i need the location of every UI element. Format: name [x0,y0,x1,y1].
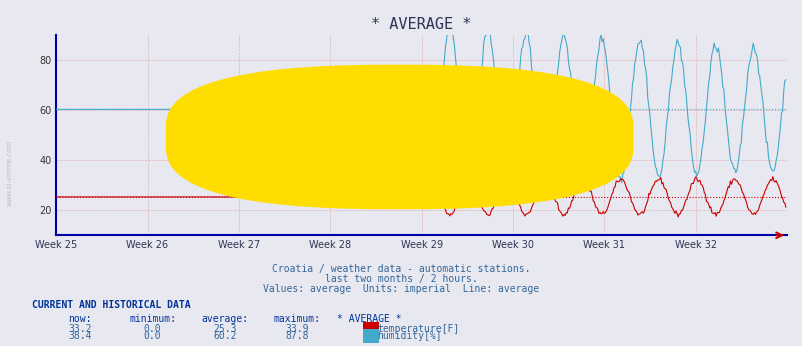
Text: 38.4: 38.4 [68,331,92,341]
Text: now:: now: [68,314,92,324]
Text: 0.0: 0.0 [144,331,161,341]
Text: 25.3: 25.3 [213,324,237,334]
Text: Values: average  Units: imperial  Line: average: Values: average Units: imperial Line: av… [263,284,539,294]
Text: 60.2: 60.2 [213,331,237,341]
Text: * AVERAGE *: * AVERAGE * [337,314,401,324]
Text: average:: average: [201,314,248,324]
Text: maximum:: maximum: [273,314,320,324]
Text: 33.2: 33.2 [68,324,92,334]
Text: last two months / 2 hours.: last two months / 2 hours. [325,274,477,284]
Text: 33.9: 33.9 [285,324,309,334]
FancyBboxPatch shape [165,65,633,209]
Text: www.si-vreme.com: www.si-vreme.com [6,140,13,206]
Text: CURRENT AND HISTORICAL DATA: CURRENT AND HISTORICAL DATA [32,300,191,310]
Text: www.si-vreme.com: www.si-vreme.com [287,133,555,157]
Text: humidity[%]: humidity[%] [377,331,441,341]
Text: 0.0: 0.0 [144,324,161,334]
Text: temperature[F]: temperature[F] [377,324,459,334]
Text: minimum:: minimum: [129,314,176,324]
Text: Croatia / weather data - automatic stations.: Croatia / weather data - automatic stati… [272,264,530,274]
Title: * AVERAGE *: * AVERAGE * [371,17,471,32]
Text: 87.8: 87.8 [285,331,309,341]
